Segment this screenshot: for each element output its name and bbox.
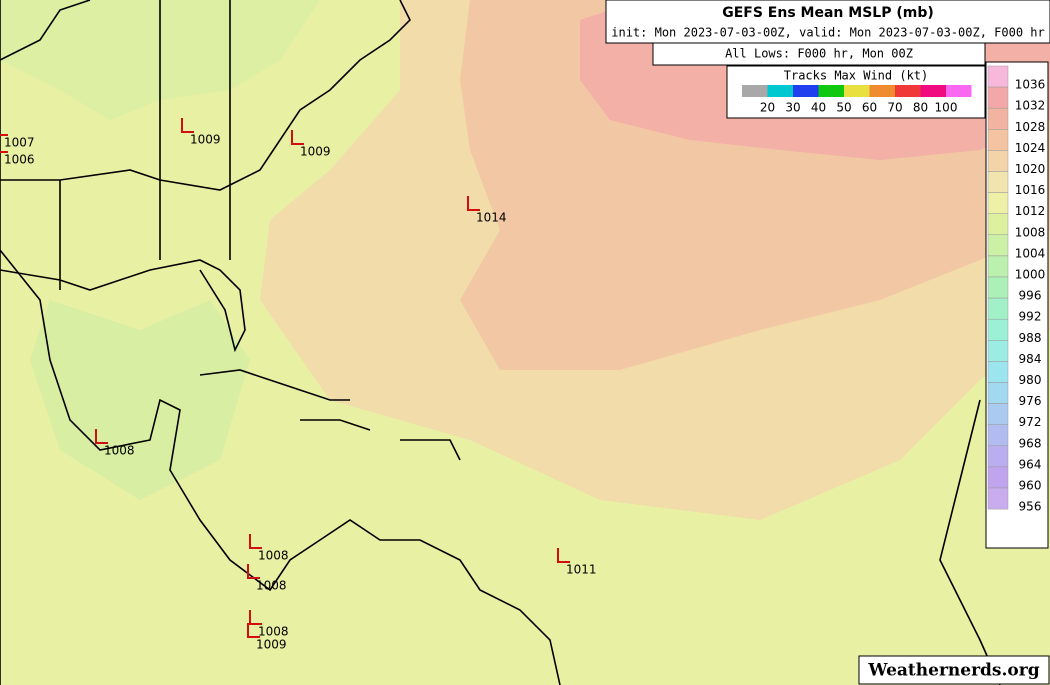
colorbar-label: 984 (1019, 352, 1042, 366)
colorbar-swatch (987, 487, 1009, 510)
low-label: 1014 (476, 211, 507, 225)
colorbar-label: 1000 (1015, 268, 1046, 282)
wind-swatch (767, 85, 793, 97)
watermark: Weathernerds.org (867, 661, 1039, 681)
colorbar-label: 1032 (1015, 99, 1046, 113)
wind-label: 50 (836, 101, 851, 115)
colorbar-label: 968 (1019, 436, 1042, 450)
colorbar-swatch (987, 150, 1009, 172)
wind-label: 70 (887, 101, 902, 115)
wind-label: 20 (760, 101, 775, 115)
wind-label: 60 (862, 101, 877, 115)
low-marker (557, 548, 570, 563)
colorbar-swatch (987, 107, 1009, 130)
colorbar-swatch (987, 445, 1009, 468)
low-marker (249, 610, 262, 625)
lows-box (652, 42, 986, 66)
colorbar-swatch (987, 403, 1009, 425)
colorbar-label: 964 (1019, 457, 1042, 471)
colorbar-swatch (987, 171, 1009, 193)
colorbar-label: 1004 (1015, 246, 1046, 260)
low-marker (247, 623, 260, 638)
colorbar-label: 992 (1019, 310, 1042, 324)
colorbar-swatch (987, 129, 1009, 151)
low-label: 1008 (104, 444, 135, 458)
wind-label: 40 (811, 101, 826, 115)
title: GEFS Ens Mean MSLP (mb) (722, 5, 934, 21)
wind-label: 100 (935, 101, 958, 115)
colorbar-swatch (987, 466, 1009, 489)
colorbar-swatch (987, 65, 1009, 88)
colorbar-label: 956 (1019, 500, 1042, 514)
colorbar-swatch (987, 192, 1009, 214)
wind-swatch (895, 85, 921, 97)
colorbar-swatch (987, 318, 1009, 341)
pressure-1012 (30, 300, 250, 500)
low-label: 1007 (4, 136, 35, 150)
low-label: 1009 (300, 145, 331, 159)
low-marker (181, 118, 194, 133)
low-label: 1008 (256, 579, 287, 593)
colorbar-swatch (987, 297, 1009, 320)
colorbar-label: 1028 (1015, 120, 1046, 134)
wind-swatch (869, 85, 895, 97)
colorbar-label: 1020 (1015, 162, 1046, 176)
low-label: 1009 (256, 638, 287, 652)
wind-swatch (920, 85, 946, 97)
low-label: 1008 (258, 625, 289, 639)
low-label: 1008 (258, 549, 289, 563)
colorbar-swatch (987, 255, 1009, 278)
subtitle: init: Mon 2023-07-03-00Z, valid: Mon 202… (611, 26, 1044, 40)
colorbar-label: 960 (1019, 479, 1042, 493)
colorbar-label: 980 (1019, 373, 1042, 387)
low-label: 1011 (566, 563, 597, 577)
colorbar-label: 972 (1019, 415, 1042, 429)
colorbar-swatch (987, 382, 1009, 404)
low-marker (0, 151, 8, 153)
low-marker (467, 196, 480, 211)
low-label: 1006 (4, 153, 35, 167)
colorbar-swatch (987, 86, 1009, 109)
wind-legend-title: Tracks Max Wind (kt) (784, 69, 929, 83)
colorbar-swatch (987, 276, 1009, 299)
colorbar-swatch (987, 234, 1009, 257)
colorbar-swatch (987, 361, 1009, 383)
coastlines (0, 0, 1001, 685)
colorbar-label: 996 (1019, 289, 1042, 303)
colorbar-swatch (987, 340, 1009, 362)
colorbar-label: 1036 (1015, 78, 1046, 92)
low-label: 1009 (190, 133, 221, 147)
low-marker (291, 130, 304, 145)
lows-caption: All Lows: F000 hr, Mon 00Z (725, 47, 913, 61)
colorbar-label: 1024 (1015, 141, 1046, 155)
wind-swatch (844, 85, 870, 97)
colorbar-swatch (987, 213, 1009, 236)
wind-swatch (818, 85, 844, 97)
colorbar-label: 976 (1019, 394, 1042, 408)
wind-swatch (742, 85, 768, 97)
low-marker (247, 564, 260, 579)
colorbar-label: 1008 (1015, 225, 1046, 239)
colorbar-swatch (987, 424, 1009, 447)
colorbar-label: 1012 (1015, 204, 1046, 218)
colorbar-label: 1016 (1015, 183, 1046, 197)
low-marker (0, 134, 8, 136)
wind-swatch (946, 85, 972, 97)
colorbar-label: 988 (1019, 331, 1042, 345)
low-marker (249, 534, 262, 549)
wind-label: 30 (785, 101, 800, 115)
wind-swatch (793, 85, 819, 97)
watermark-box (858, 655, 1050, 685)
low-marker (95, 429, 108, 444)
wind-label: 80 (913, 101, 928, 115)
